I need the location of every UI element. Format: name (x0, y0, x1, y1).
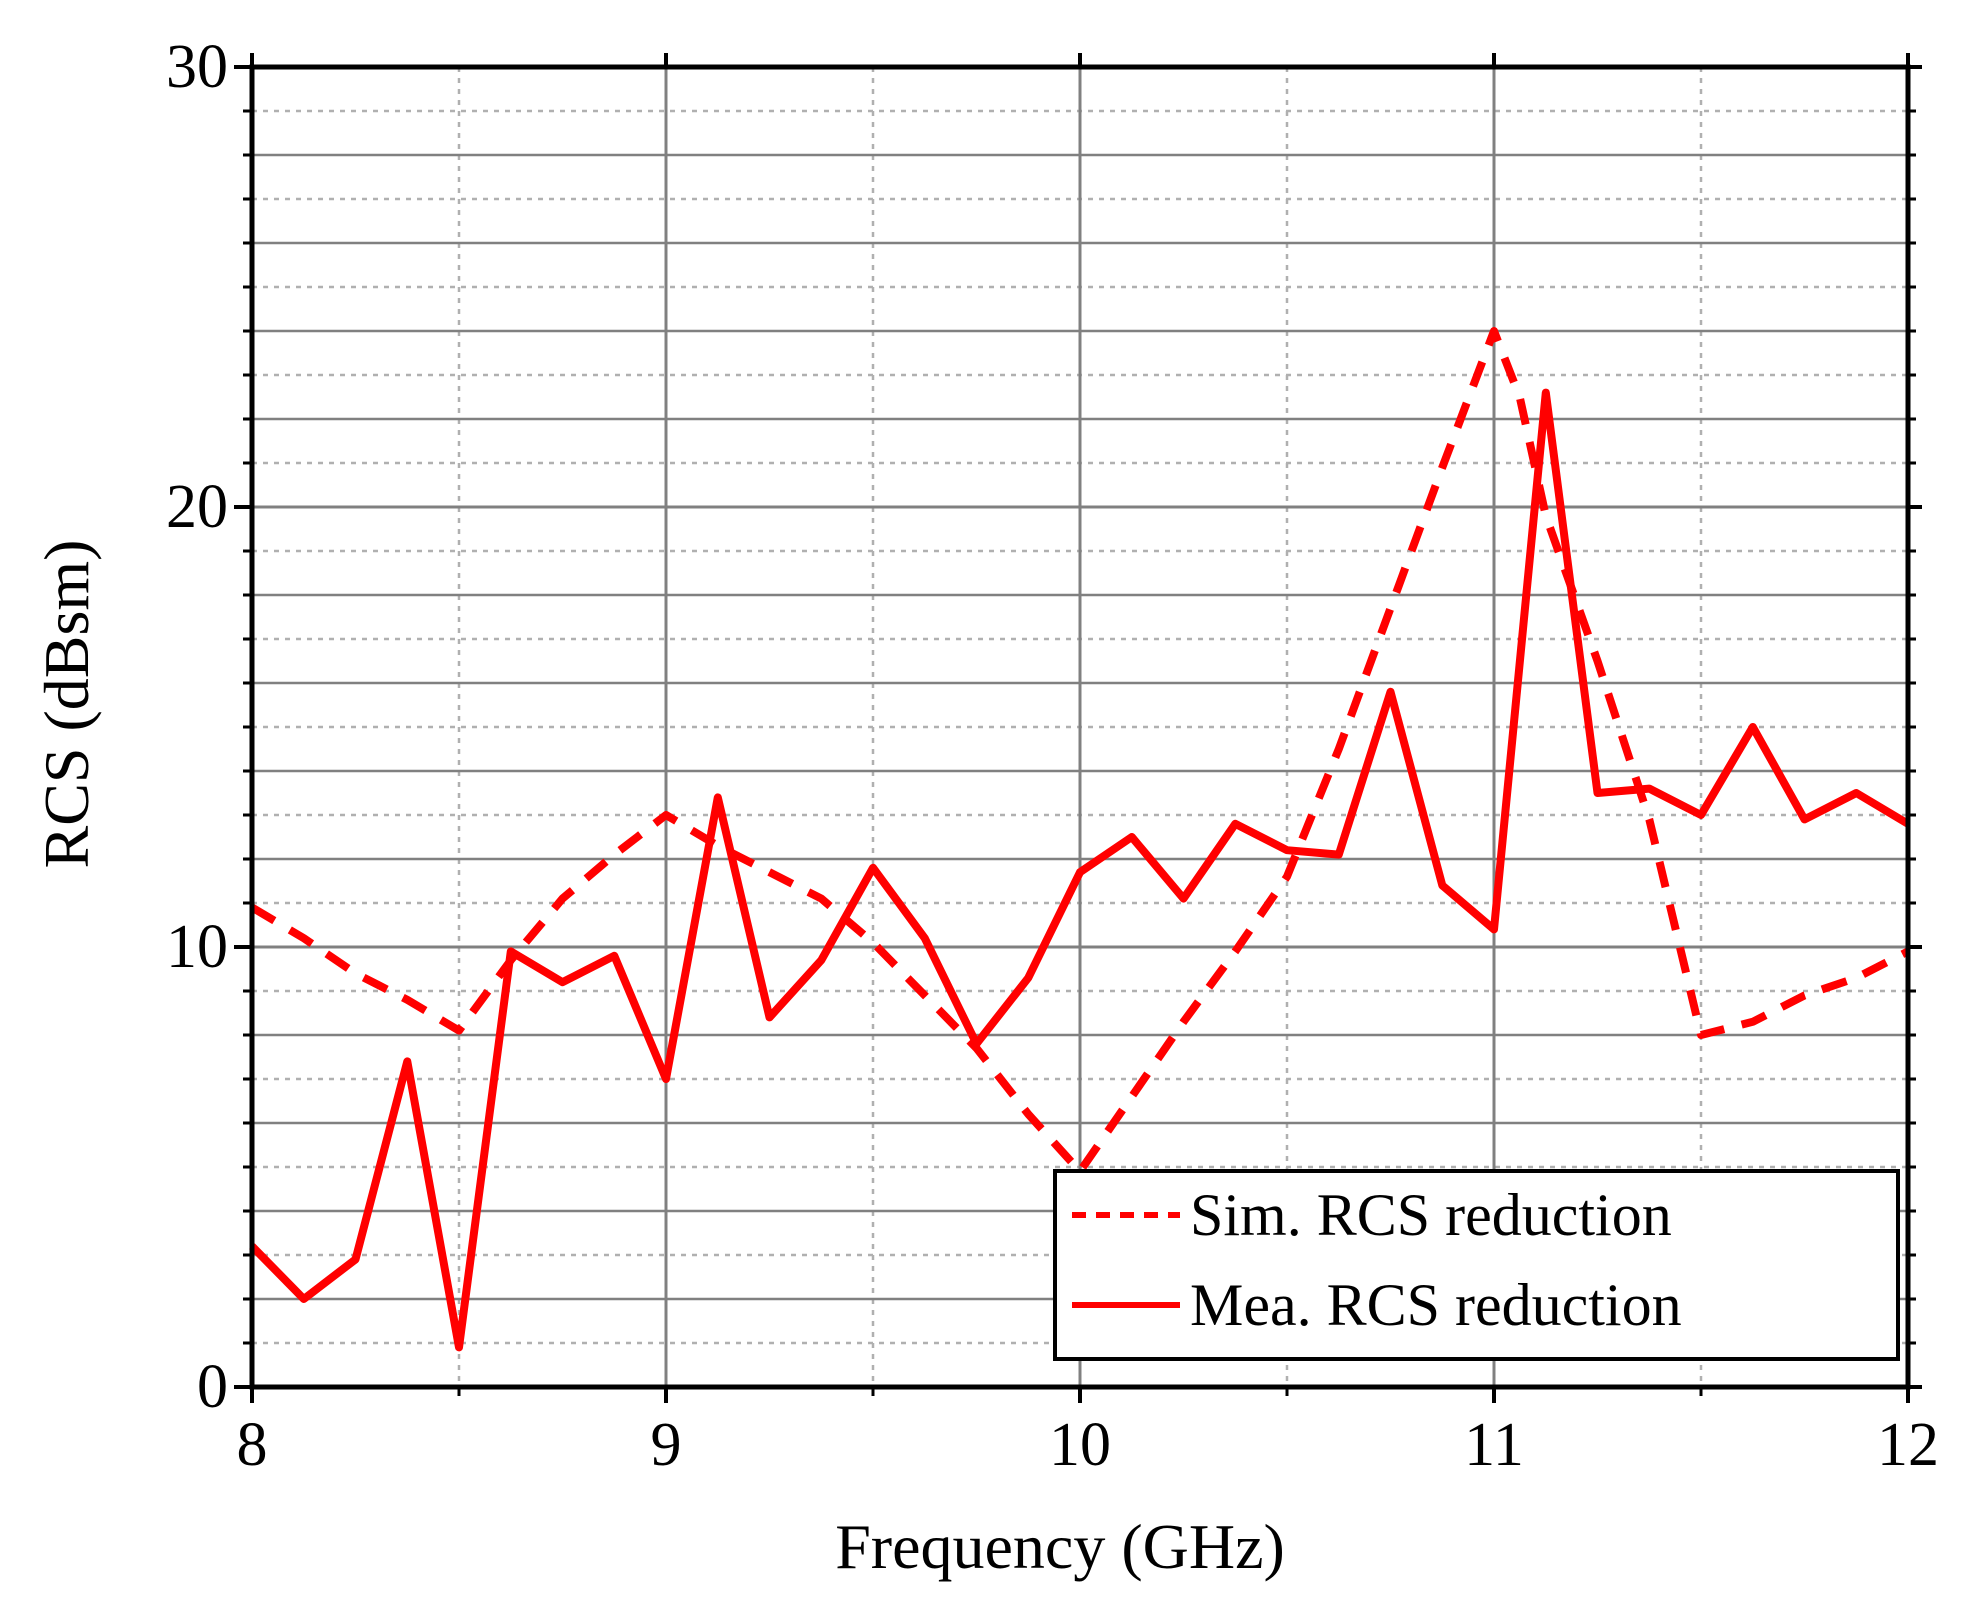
legend-label-sim: Sim. RCS reduction (1190, 1182, 1672, 1248)
grid-layer (252, 67, 1908, 1387)
frame-layer (234, 53, 1922, 1403)
series-line-mea (249, 388, 1911, 1352)
y-axis-title: RCS (dBsm) (31, 540, 102, 869)
legend-label-mea: Mea. RCS reduction (1190, 1272, 1682, 1338)
x-tick-label: 10 (1049, 1411, 1111, 1479)
x-axis-title: Frequency (GHz) (835, 1511, 1285, 1582)
y-tick-label: 10 (166, 913, 228, 981)
series-layer (249, 327, 1911, 1352)
legend-box (1053, 1169, 1900, 1361)
x-tick-label: 9 (651, 1411, 682, 1479)
y-tick-label: 0 (197, 1353, 228, 1421)
x-tick-label: 8 (237, 1411, 268, 1479)
x-tick-label: 12 (1877, 1411, 1939, 1479)
y-tick-label: 20 (166, 473, 228, 541)
series-line-sim (249, 327, 1910, 1176)
x-tick-label: 11 (1464, 1411, 1524, 1479)
label-layer: Frequency (GHz) RCS (dBsm) 8 9 10 11 12 0 10 20… (31, 33, 1939, 1582)
y-tick-label: 30 (166, 33, 228, 101)
legend: Sim. RCS reduction Mea. RCS reduction (1053, 1169, 1900, 1361)
